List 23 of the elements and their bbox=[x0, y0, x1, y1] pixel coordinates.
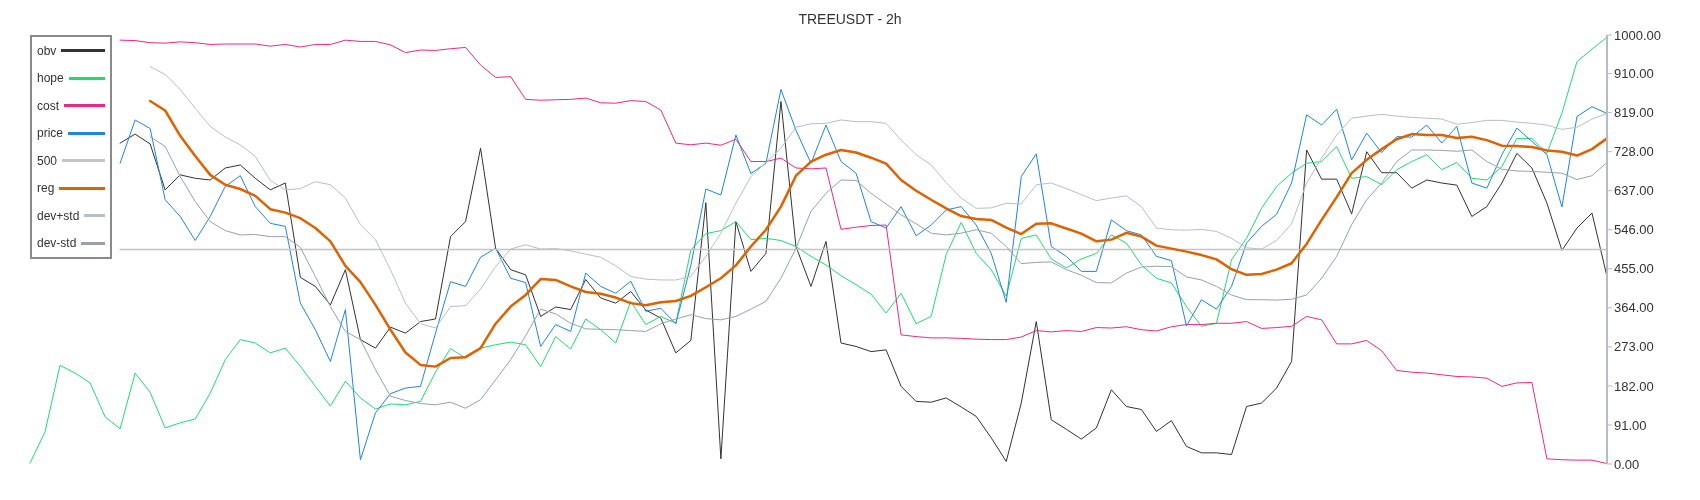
legend-label: dev+std bbox=[37, 208, 80, 223]
legend-label: reg bbox=[37, 181, 55, 196]
legend-label: cost bbox=[37, 98, 60, 113]
y-tick-label: 819.00 bbox=[1614, 105, 1654, 121]
legend-label: 500 bbox=[37, 153, 58, 168]
legend-label: hope bbox=[37, 71, 64, 86]
chart-title: TREEUSDT - 2h bbox=[797, 11, 903, 28]
y-tick-label: 364.00 bbox=[1614, 300, 1654, 316]
legend-label: price bbox=[37, 126, 64, 141]
y-tick-label: 637.00 bbox=[1614, 183, 1654, 199]
line-series bbox=[148, 99, 1609, 368]
y-tick-label: 273.00 bbox=[1614, 339, 1654, 355]
y-tick-label: 546.00 bbox=[1614, 222, 1654, 238]
y-tick-label: 1000.00 bbox=[1614, 27, 1661, 43]
y-tick-label: 0.00 bbox=[1614, 456, 1640, 472]
y-tick-label: 455.00 bbox=[1614, 261, 1654, 277]
y-tick-label: 91.00 bbox=[1614, 417, 1647, 433]
line-series bbox=[149, 136, 1608, 409]
y-tick-label: 728.00 bbox=[1614, 144, 1654, 160]
legend-label: dev-std bbox=[37, 236, 77, 251]
y-tick-label: 910.00 bbox=[1614, 66, 1654, 82]
y-tick-label: 182.00 bbox=[1614, 378, 1654, 394]
legend-label: obv bbox=[37, 43, 57, 58]
